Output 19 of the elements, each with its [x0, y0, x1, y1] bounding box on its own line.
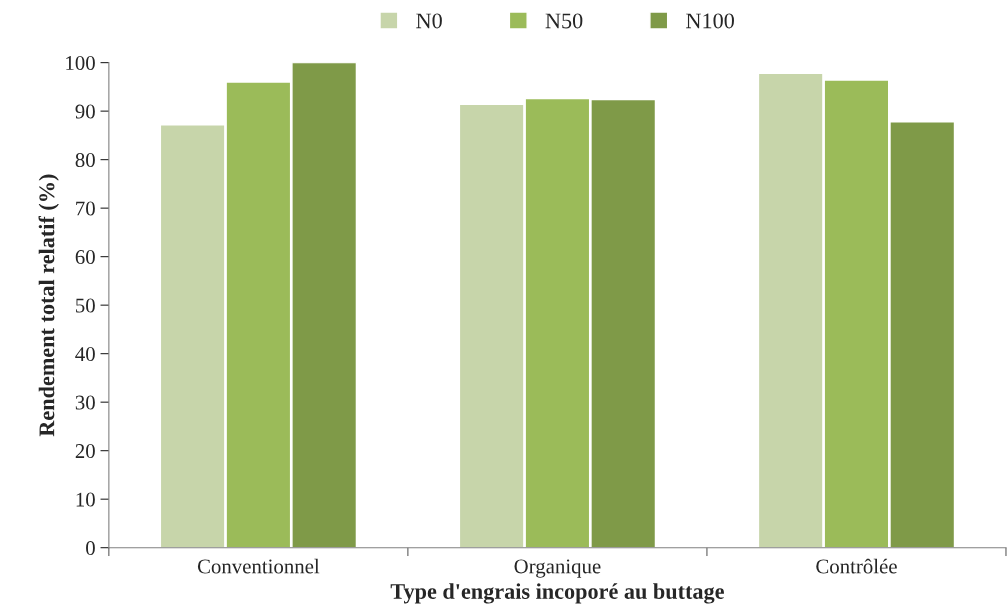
- legend-label: N0: [416, 13, 442, 29]
- y-tick-label: 0: [86, 541, 95, 556]
- y-tick-label: 70: [76, 201, 95, 216]
- y-tick-label: 90: [75, 104, 95, 119]
- x-tick-label: Organique: [514, 559, 601, 578]
- y-tick-label: 100: [66, 56, 95, 71]
- y-tick-label: 50: [76, 298, 95, 313]
- legend-label: N50: [545, 13, 583, 29]
- y-tick-label: 60: [75, 250, 95, 265]
- y-tick-label: 80: [75, 153, 95, 168]
- x-axis-title: Type d'engrais incoporé au buttage: [390, 583, 724, 604]
- y-tick-label: 40: [75, 347, 95, 362]
- x-tick-label: Contrôlée: [816, 558, 897, 574]
- x-tick-label: Conventionnel: [197, 558, 320, 574]
- legend-label: N100: [686, 13, 734, 29]
- y-axis-title: Rendement total relatif (%): [38, 174, 59, 437]
- y-tick-label: 30: [75, 395, 95, 410]
- y-tick-label: 20: [75, 444, 95, 459]
- y-tick-label: 10: [76, 492, 95, 507]
